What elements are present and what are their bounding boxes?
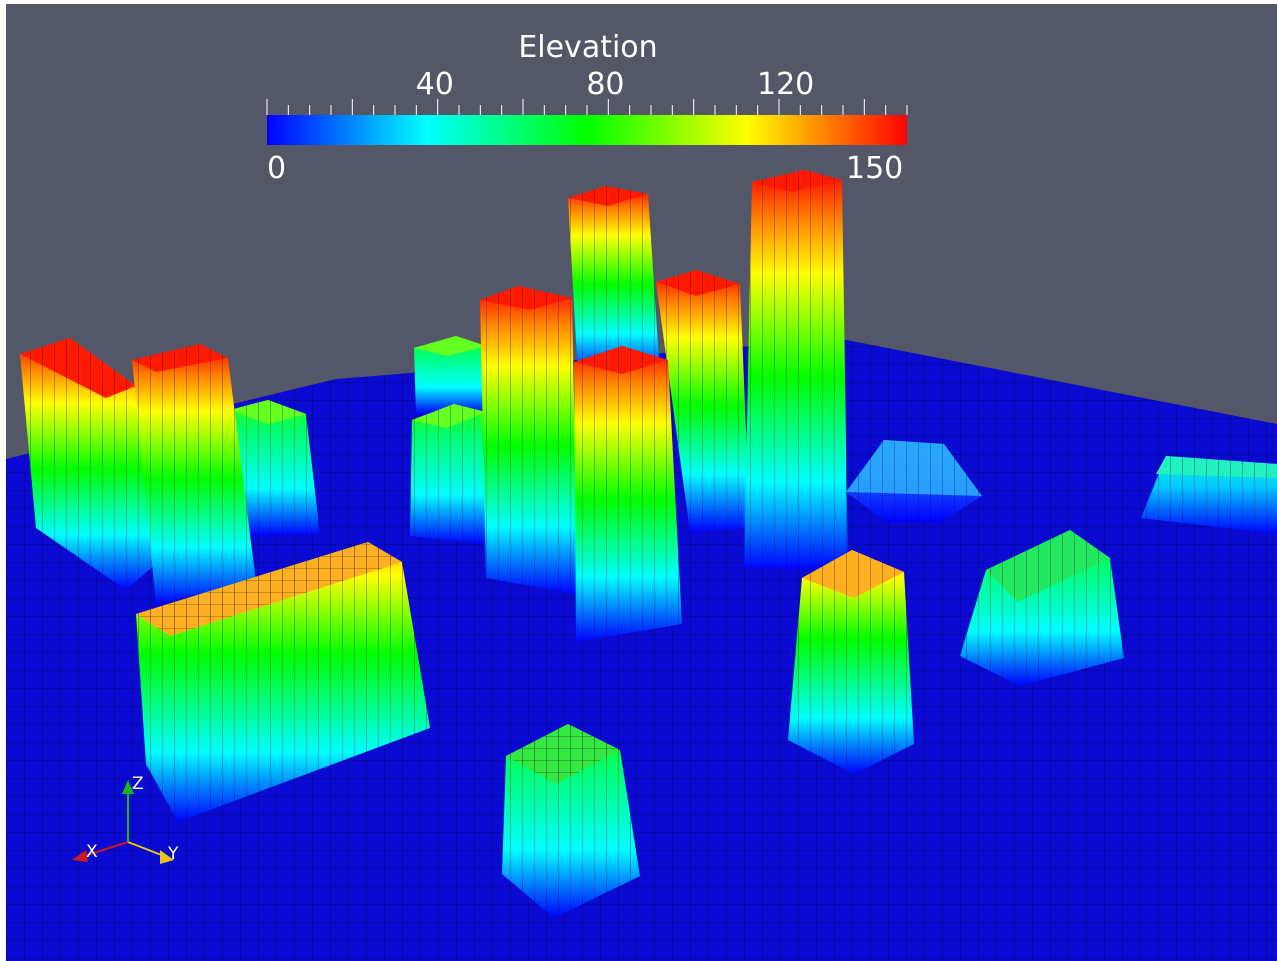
color-bar-tick-label: 80: [586, 67, 625, 102]
block-center-short: [410, 404, 486, 544]
color-bar: [267, 115, 907, 145]
block-front-right-center: [788, 550, 914, 774]
block-right-mid: [960, 530, 1124, 686]
color-bar-min-label: 0: [267, 151, 287, 186]
x-axis-line: [83, 841, 129, 857]
block-center-front-tall: [574, 346, 682, 642]
color-legend: [266, 99, 908, 145]
block-front-small: [502, 724, 640, 918]
block-left-short: [230, 400, 320, 536]
block-far-right-flat: [1141, 456, 1277, 534]
block-far-left-tall: [20, 338, 156, 590]
color-bar-tick-label: 40: [415, 67, 454, 102]
color-bar-ticks: [266, 99, 908, 115]
block-center-tall-c: [656, 270, 750, 532]
y-axis-arrow-icon: [160, 850, 174, 864]
color-bar-title: Elevation: [518, 30, 658, 65]
block-right-flat: [846, 440, 982, 522]
x-axis-arrow-icon: [72, 850, 88, 862]
color-bar-tick-label: 120: [757, 67, 815, 102]
block-center-tall-b: [568, 186, 660, 376]
block-back-center-short: [414, 336, 486, 414]
block-center-tall-a: [480, 286, 578, 594]
x-axis-label: X: [86, 842, 98, 862]
block-front-wide: [136, 542, 430, 822]
block-left-tall: [132, 344, 256, 604]
block-center-tallest: [744, 170, 848, 570]
y-axis-line: [127, 841, 165, 857]
y-axis-label: Y: [168, 844, 179, 864]
color-bar-max-label: 150: [846, 151, 904, 186]
orientation-axes: [72, 780, 174, 864]
elevation-scene[interactable]: [6, 4, 1277, 961]
z-axis-label: Z: [132, 774, 144, 794]
render-viewport[interactable]: Elevation 40 80 120 0 150 X Y Z: [6, 4, 1277, 961]
z-axis-arrow-icon: [122, 780, 134, 794]
